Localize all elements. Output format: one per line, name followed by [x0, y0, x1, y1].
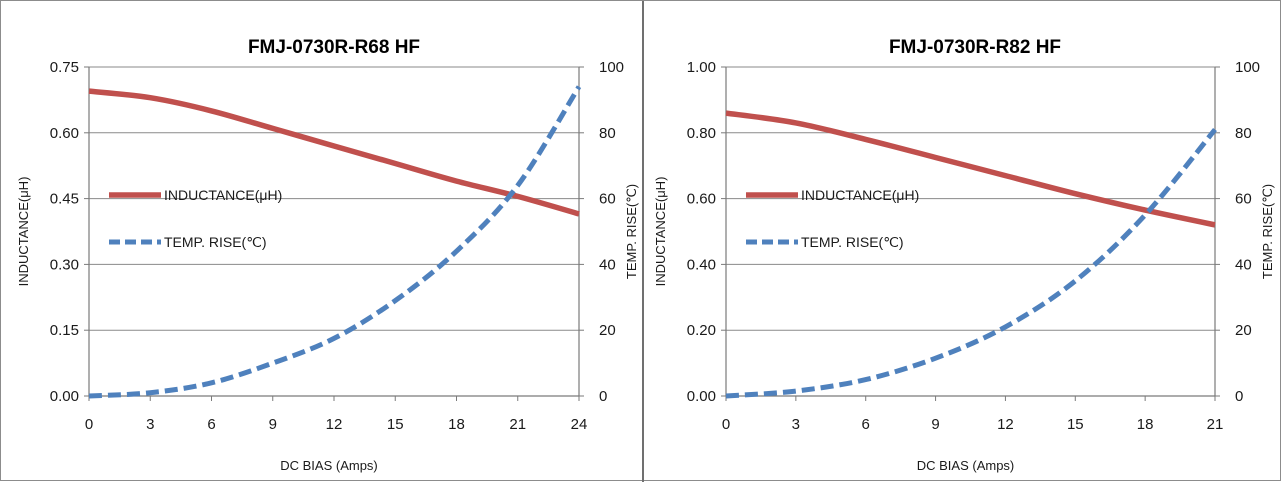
x-tick-label: 0 [85, 416, 93, 433]
temp-rise-line [725, 127, 1217, 399]
y-right-tick-label: 100 [1235, 59, 1260, 76]
y-left-tick-label: 0.20 [687, 322, 716, 339]
legend-label: TEMP. RISE(℃) [164, 234, 267, 250]
y-right-tick-label: 0 [599, 388, 607, 405]
y-right-tick-label: 20 [599, 322, 616, 339]
x-tick-label: 6 [862, 416, 870, 433]
y-left-tick-label: 0.60 [687, 191, 716, 208]
y-left-tick-label: 0.75 [50, 59, 79, 76]
y-right-tick-label: 40 [599, 256, 616, 273]
x-tick-label: 12 [326, 416, 343, 433]
y-right-tick-label: 80 [599, 125, 616, 142]
x-tick-label: 18 [448, 416, 465, 433]
y-right-tick-label: 80 [1235, 125, 1252, 142]
y-left-tick-label: 0.80 [687, 125, 716, 142]
legend-label: INDUCTANCE(μH) [801, 187, 919, 203]
chart-title: FMJ-0730R-R82 HF [889, 37, 1061, 58]
x-tick-label: 9 [931, 416, 939, 433]
y-left-axis-label: INDUCTANCE(μH) [653, 177, 668, 287]
x-tick-label: 9 [269, 416, 277, 433]
y-left-tick-label: 0.40 [687, 256, 716, 273]
y-right-tick-label: 60 [599, 191, 616, 208]
x-tick-label: 21 [509, 416, 526, 433]
x-axis-label: DC BIAS (Amps) [917, 458, 1015, 473]
y-right-axis-label: TEMP. RISE(℃) [624, 184, 639, 279]
chart-fmj-0730r-r82: FMJ-0730R-R82 HF 0.00 0.20 0.40 0.60 0.80 1.00… [653, 37, 1275, 473]
y-left-tick-label: 0.45 [50, 191, 79, 208]
y-left-tick-label: 0.30 [50, 256, 79, 273]
y-right-tick-label: 100 [599, 59, 624, 76]
temp-rise-line [88, 85, 582, 399]
inductance-line [725, 110, 1216, 228]
x-axis-label: DC BIAS (Amps) [280, 458, 378, 473]
y-right-tick-label: 0 [1235, 388, 1243, 405]
x-tick-label: 15 [387, 416, 404, 433]
x-tick-label: 3 [146, 416, 154, 433]
y-left-tick-label: 1.00 [687, 59, 716, 76]
y-left-tick-label: 0.15 [50, 322, 79, 339]
y-left-axis-label: INDUCTANCE(μH) [16, 177, 31, 287]
x-tick-label: 21 [1207, 416, 1224, 433]
y-right-tick-label: 60 [1235, 191, 1252, 208]
x-tick-label: 3 [792, 416, 800, 433]
x-tick-label: 12 [997, 416, 1014, 433]
y-left-tick-label: 0.00 [50, 388, 79, 405]
y-right-tick-label: 20 [1235, 322, 1252, 339]
chart-title: FMJ-0730R-R68 HF [248, 37, 420, 58]
y-left-tick-label: 0.00 [687, 388, 716, 405]
y-right-tick-label: 40 [1235, 256, 1252, 273]
legend-label: INDUCTANCE(μH) [164, 187, 282, 203]
y-right-axis-label: TEMP. RISE(℃) [1260, 184, 1275, 279]
chart-fmj-0730r-r68: FMJ-0730R-R68 HF 0.00 0.15 0.30 0.45 0.60 0.75… [16, 37, 639, 473]
y-left-tick-label: 0.60 [50, 125, 79, 142]
x-tick-label: 6 [207, 416, 215, 433]
x-tick-label: 18 [1137, 416, 1154, 433]
legend-label: TEMP. RISE(℃) [801, 234, 904, 250]
inductance-line [88, 88, 580, 217]
x-tick-label: 0 [722, 416, 730, 433]
panel-divider [642, 1, 644, 482]
x-tick-label: 15 [1067, 416, 1084, 433]
x-tick-label: 24 [571, 416, 588, 433]
